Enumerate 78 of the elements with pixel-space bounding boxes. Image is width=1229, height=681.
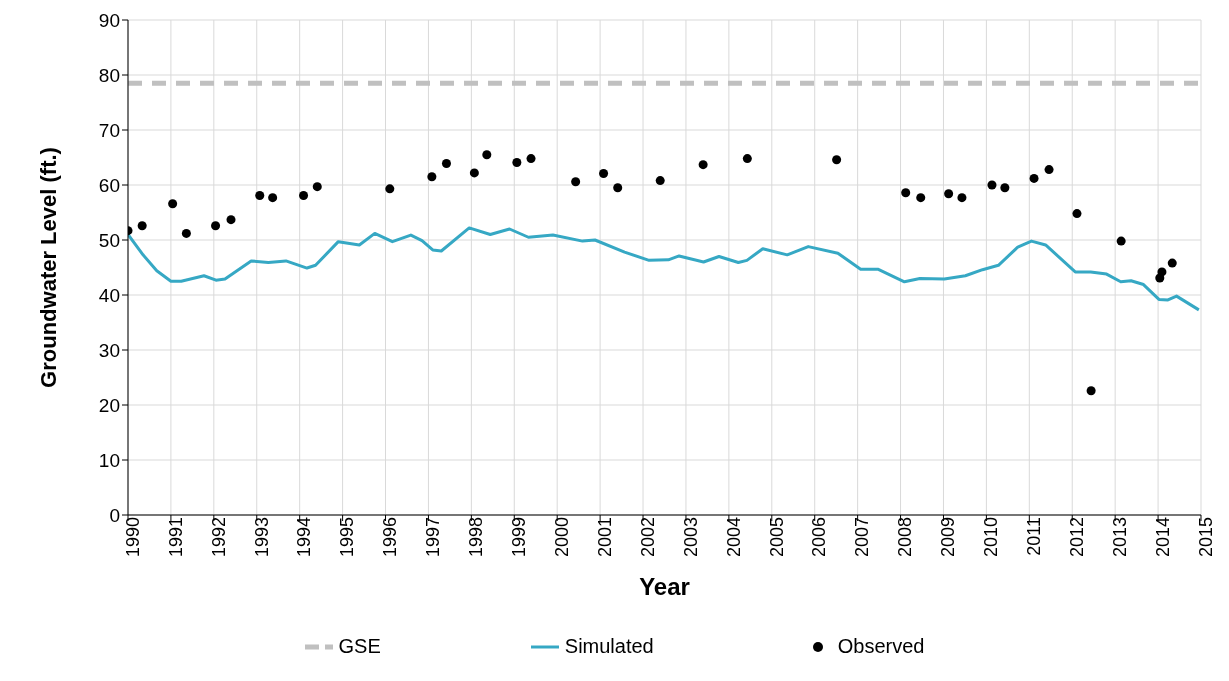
point (299, 190, 309, 200)
line-series (128, 226, 1201, 312)
x-tick-label: 1997 (423, 517, 444, 558)
x-tick-label: 1999 (509, 517, 530, 558)
x-tick-label: 1998 (466, 517, 487, 558)
point (137, 221, 147, 231)
x-tick-label: 2009 (938, 517, 959, 558)
point (698, 160, 708, 170)
x-tick-label: 2012 (1067, 517, 1088, 558)
point (1086, 386, 1096, 396)
x-tick-label: 2011 (1024, 517, 1045, 556)
point (613, 183, 623, 193)
legend-label: GSE (337, 635, 381, 658)
point (742, 154, 752, 164)
y-tick-label: 90 (98, 9, 120, 31)
x-tick-label: 2002 (637, 517, 658, 558)
point (211, 221, 221, 231)
y-tick-label: 50 (98, 229, 120, 251)
y-axis-title: Groundwater Level (ft.) (35, 147, 61, 388)
x-tick-label: 2010 (981, 517, 1002, 558)
legend-label: Observed (836, 635, 925, 658)
point (482, 150, 492, 160)
x-tick-label: 2008 (895, 517, 916, 558)
point (312, 182, 322, 192)
x-tick-label: 2015 (1195, 517, 1216, 558)
point (655, 176, 665, 186)
point (1000, 183, 1010, 193)
x-tick-label: 2004 (723, 517, 744, 558)
point (1116, 236, 1126, 246)
point (944, 189, 954, 199)
y-tick-label: 10 (98, 449, 120, 471)
x-tick-label: 1993 (251, 517, 272, 558)
y-tick-label: 40 (98, 284, 120, 306)
y-tick-label: 0 (109, 504, 120, 526)
y-tick-label: 60 (98, 174, 120, 196)
y-tick-label: 30 (98, 339, 120, 361)
x-tick-label: 2003 (680, 517, 701, 558)
point (1029, 173, 1039, 183)
point (1167, 258, 1177, 268)
point (957, 193, 967, 203)
x-tick-label: 1990 (122, 517, 143, 558)
point (512, 157, 522, 167)
x-tick-label: 1996 (380, 517, 401, 558)
point (1157, 267, 1167, 277)
x-tick-label: 1991 (165, 517, 186, 558)
point (181, 228, 191, 238)
x-tick-label: 1994 (294, 517, 315, 558)
point (901, 188, 911, 198)
point (599, 168, 609, 178)
point (571, 177, 581, 187)
x-tick-label: 2013 (1109, 517, 1130, 558)
x-tick-label: 2014 (1152, 517, 1173, 558)
point (832, 155, 842, 165)
x-tick-label: 2006 (809, 517, 830, 558)
y-tick-label: 20 (98, 394, 120, 416)
point (255, 190, 265, 200)
point (168, 199, 178, 209)
point (226, 215, 236, 225)
y-tick-label: 80 (98, 64, 120, 86)
x-tick-label: 2001 (594, 517, 615, 558)
point (526, 154, 536, 164)
point (916, 193, 926, 203)
point (469, 168, 479, 178)
point (1072, 209, 1082, 219)
x-tick-label: 2000 (551, 517, 572, 558)
x-tick-label: 2005 (766, 517, 787, 558)
x-axis-title: Year (639, 573, 690, 600)
x-tick-label: 1995 (337, 517, 358, 558)
point (268, 193, 278, 203)
legend-label: Simulated (563, 635, 654, 658)
y-tick-label: 70 (98, 119, 120, 141)
point (427, 172, 437, 182)
point (1044, 165, 1054, 175)
x-tick-label: 2007 (852, 517, 873, 558)
point (441, 159, 451, 169)
x-tick-label: 1992 (208, 517, 229, 558)
point (385, 184, 395, 194)
point (987, 180, 997, 190)
